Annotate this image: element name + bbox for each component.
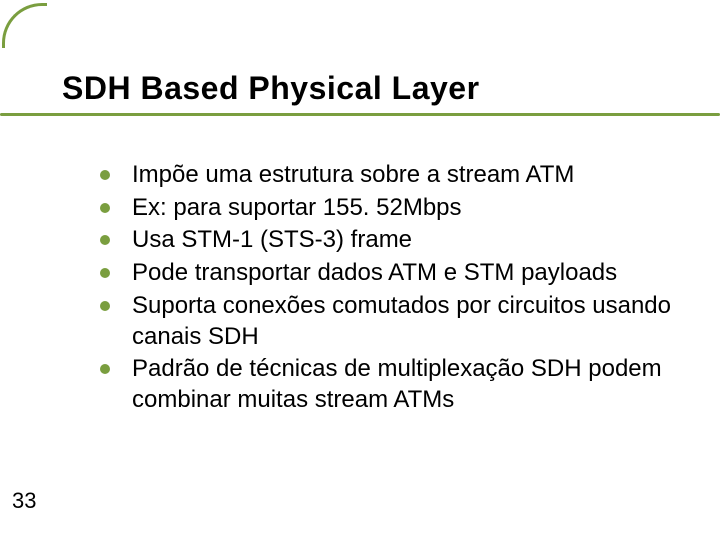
bullet-text: Suporta conexões comutados por circuitos… [132, 292, 671, 350]
list-item: Suporta conexões comutados por circuitos… [100, 291, 680, 352]
title-underline [0, 113, 720, 116]
bullet-icon [100, 203, 110, 213]
page-number: 33 [12, 488, 36, 514]
bullet-list: Impõe uma estrutura sobre a stream ATM E… [100, 160, 680, 416]
list-item: Usa STM-1 (STS-3) frame [100, 225, 680, 256]
list-item: Padrão de técnicas de multiplexação SDH … [100, 354, 680, 415]
list-item: Ex: para suportar 155. 52Mbps [100, 193, 680, 224]
bullet-text: Pode transportar dados ATM e STM payload… [132, 259, 617, 286]
list-item: Impõe uma estrutura sobre a stream ATM [100, 160, 680, 191]
bullet-icon [100, 301, 110, 311]
bullet-text: Padrão de técnicas de multiplexação SDH … [132, 355, 662, 413]
bullet-icon [100, 235, 110, 245]
bullet-icon [100, 364, 110, 374]
bullet-icon [100, 170, 110, 180]
slide-title: SDH Based Physical Layer [62, 70, 690, 107]
bullet-icon [100, 268, 110, 278]
bullet-text: Usa STM-1 (STS-3) frame [132, 226, 412, 253]
slide-body: Impõe uma estrutura sobre a stream ATM E… [100, 160, 680, 418]
bullet-text: Ex: para suportar 155. 52Mbps [132, 194, 462, 221]
slide: SDH Based Physical Layer Impõe uma estru… [0, 0, 720, 540]
list-item: Pode transportar dados ATM e STM payload… [100, 258, 680, 289]
corner-accent [2, 3, 47, 48]
title-container: SDH Based Physical Layer [62, 70, 690, 113]
bullet-text: Impõe uma estrutura sobre a stream ATM [132, 161, 574, 188]
